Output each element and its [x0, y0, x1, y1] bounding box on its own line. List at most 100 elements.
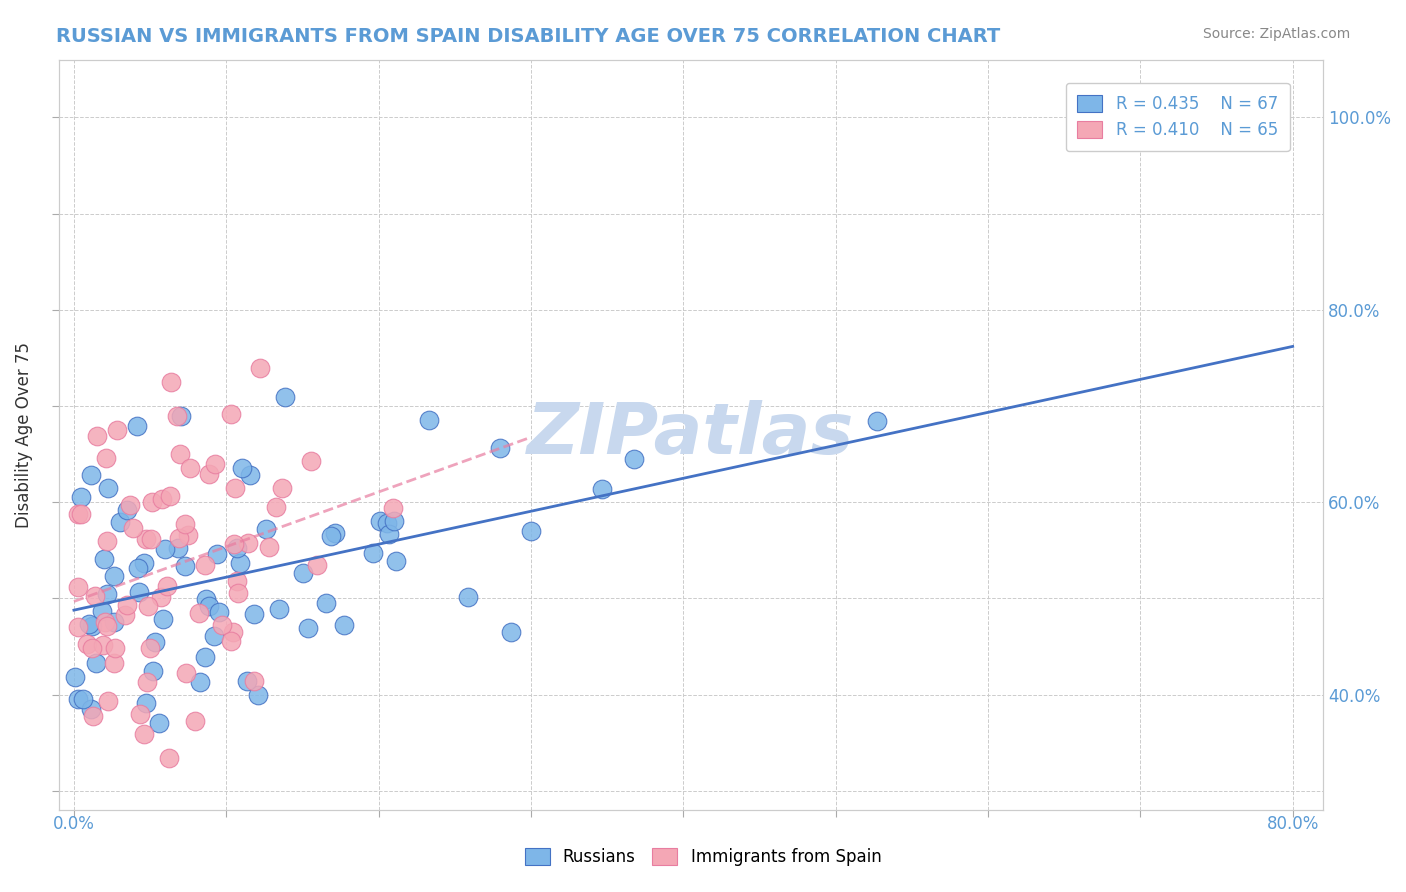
Point	[315, 596, 337, 610]
Point	[267, 602, 290, 616]
Point	[110, 515, 132, 529]
Point	[134, 556, 156, 570]
Point	[239, 467, 262, 482]
Point	[519, 524, 541, 538]
Point	[270, 481, 292, 495]
Point	[148, 715, 170, 730]
Point	[76, 637, 98, 651]
Point	[381, 500, 404, 515]
Point	[96, 619, 118, 633]
Point	[96, 587, 118, 601]
Point	[80, 640, 103, 655]
Point	[257, 540, 280, 554]
Point	[96, 534, 118, 549]
Point	[297, 621, 319, 635]
Point	[249, 360, 271, 375]
Point	[208, 605, 231, 619]
Point	[122, 521, 145, 535]
Point	[97, 694, 120, 708]
Point	[91, 604, 114, 618]
Point	[243, 673, 266, 688]
Point	[135, 696, 157, 710]
Point	[105, 423, 128, 437]
Point	[66, 692, 89, 706]
Point	[141, 494, 163, 508]
Point	[139, 532, 162, 546]
Point	[156, 579, 179, 593]
Point	[591, 482, 613, 496]
Point	[169, 409, 191, 423]
Point	[135, 532, 157, 546]
Point	[103, 657, 125, 671]
Point	[226, 541, 249, 555]
Point	[236, 673, 259, 688]
Point	[222, 624, 245, 639]
Point	[80, 468, 103, 483]
Point	[197, 599, 219, 614]
Point	[66, 620, 89, 634]
Point	[866, 414, 889, 428]
Point	[152, 612, 174, 626]
Point	[204, 457, 226, 471]
Point	[142, 664, 165, 678]
Point	[274, 390, 297, 404]
Point	[157, 751, 180, 765]
Point	[299, 454, 322, 468]
Point	[229, 556, 252, 570]
Point	[385, 554, 408, 568]
Point	[173, 516, 195, 531]
Point	[236, 536, 259, 550]
Point	[103, 615, 125, 629]
Point	[501, 625, 523, 640]
Point	[194, 558, 217, 572]
Point	[136, 599, 159, 613]
Point	[128, 585, 150, 599]
Point	[179, 461, 201, 475]
Text: RUSSIAN VS IMMIGRANTS FROM SPAIN DISABILITY AGE OVER 75 CORRELATION CHART: RUSSIAN VS IMMIGRANTS FROM SPAIN DISABIL…	[56, 27, 1001, 45]
Point	[118, 498, 141, 512]
Point	[167, 531, 190, 545]
Point	[319, 528, 342, 542]
Point	[375, 516, 398, 531]
Point	[254, 522, 277, 536]
Text: 80.0%: 80.0%	[1267, 814, 1319, 833]
Text: Source: ZipAtlas.com: Source: ZipAtlas.com	[1202, 27, 1350, 41]
Point	[80, 619, 103, 633]
Point	[132, 727, 155, 741]
Point	[167, 541, 190, 555]
Point	[307, 558, 329, 572]
Point	[194, 650, 217, 665]
Y-axis label: Disability Age Over 75: Disability Age Over 75	[15, 342, 32, 528]
Legend: Russians, Immigrants from Spain: Russians, Immigrants from Spain	[516, 840, 890, 875]
Point	[160, 375, 183, 389]
Point	[139, 640, 162, 655]
Point	[125, 418, 148, 433]
Point	[159, 489, 181, 503]
Point	[228, 585, 250, 599]
Point	[166, 409, 188, 424]
Point	[117, 598, 139, 612]
Point	[174, 559, 197, 574]
Point	[149, 590, 172, 604]
Point	[72, 692, 94, 706]
Point	[219, 407, 242, 421]
Point	[361, 545, 384, 559]
Point	[94, 451, 117, 466]
Point	[457, 590, 479, 604]
Point	[80, 701, 103, 715]
Point	[103, 569, 125, 583]
Point	[82, 709, 104, 723]
Text: ZIPatlas: ZIPatlas	[527, 401, 855, 469]
Point	[104, 641, 127, 656]
Point	[184, 714, 207, 729]
Point	[332, 617, 354, 632]
Point	[143, 635, 166, 649]
Point	[127, 561, 149, 575]
Point	[323, 525, 346, 540]
Point	[231, 461, 253, 475]
Point	[77, 616, 100, 631]
Point	[70, 490, 93, 504]
Point	[70, 508, 93, 522]
Point	[136, 675, 159, 690]
Point	[91, 638, 114, 652]
